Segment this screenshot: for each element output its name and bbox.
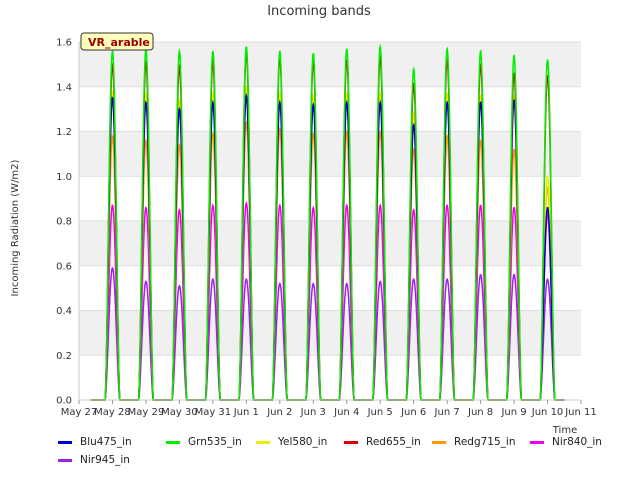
legend-swatch xyxy=(58,440,72,444)
x-tick-label: May 28 xyxy=(94,407,131,418)
band xyxy=(79,131,581,177)
x-tick-label: Jun 11 xyxy=(564,407,597,418)
legend-label: Redg715_in xyxy=(454,436,516,448)
legend-item: Yel580_in xyxy=(256,436,327,448)
x-axis-label: Time xyxy=(552,425,577,436)
legend-swatch xyxy=(58,458,72,462)
chart-title: Incoming bands xyxy=(267,4,371,19)
x-tick-label: Jun 6 xyxy=(400,407,426,418)
legend-swatch xyxy=(166,440,180,444)
y-tick-label: 0.8 xyxy=(56,217,72,228)
y-axis-label: Incoming Radiation (W/m2) xyxy=(10,159,21,296)
y-tick-label: 0.2 xyxy=(56,351,72,362)
x-tick-label: May 27 xyxy=(61,407,98,418)
x-tick-label: Jun 3 xyxy=(300,407,326,418)
legend-item: Redg715_in xyxy=(432,436,515,448)
legend-swatch xyxy=(344,440,358,444)
legend-item: Nir945_in xyxy=(58,454,130,466)
x-tick-label: Jun 5 xyxy=(367,407,393,418)
legend-label: Blu475_in xyxy=(80,436,132,448)
legend-item: Red655_in xyxy=(344,436,421,448)
x-tick-label: Jun 8 xyxy=(467,407,493,418)
x-tick-label: May 29 xyxy=(128,407,165,418)
legend-swatch xyxy=(530,440,544,444)
legend-label: Red655_in xyxy=(366,436,421,448)
legend-label: Yel580_in xyxy=(278,436,328,448)
legend-item: Nir840_in xyxy=(530,436,602,448)
band xyxy=(79,221,581,266)
legend-label: Nir840_in xyxy=(552,436,602,448)
y-tick-label: 1.4 xyxy=(56,82,72,93)
legend-swatch xyxy=(256,440,270,444)
annotation-label: VR_arable xyxy=(88,36,150,49)
x-tick-label: Jun 2 xyxy=(266,407,292,418)
x-tick-label: May 31 xyxy=(195,407,232,418)
legend-swatch xyxy=(432,440,446,444)
y-tick-label: 0.4 xyxy=(56,306,72,317)
legend-item: Grn535_in xyxy=(166,436,242,448)
y-tick-label: 0.6 xyxy=(56,261,72,272)
x-tick-label: Jun 10 xyxy=(531,407,564,418)
y-tick-label: 1.2 xyxy=(56,127,72,138)
legend-label: Grn535_in xyxy=(188,436,242,448)
x-tick-label: Jun 9 xyxy=(500,407,526,418)
y-tick-label: 1.6 xyxy=(56,38,72,49)
band xyxy=(79,42,581,87)
gridlines xyxy=(79,41,581,401)
x-tick-label: May 30 xyxy=(161,407,198,418)
x-tick-label: Jun 4 xyxy=(333,407,359,418)
x-tick-label: Jun 1 xyxy=(233,407,259,418)
band xyxy=(79,310,581,356)
legend-label: Nir945_in xyxy=(80,454,130,466)
x-tick-label: Jun 7 xyxy=(434,407,460,418)
legend-item: Blu475_in xyxy=(58,436,132,448)
y-tick-label: 1.0 xyxy=(56,172,72,183)
y-tick-label: 0.0 xyxy=(56,396,72,407)
annotation-box: VR_arable xyxy=(80,32,154,51)
